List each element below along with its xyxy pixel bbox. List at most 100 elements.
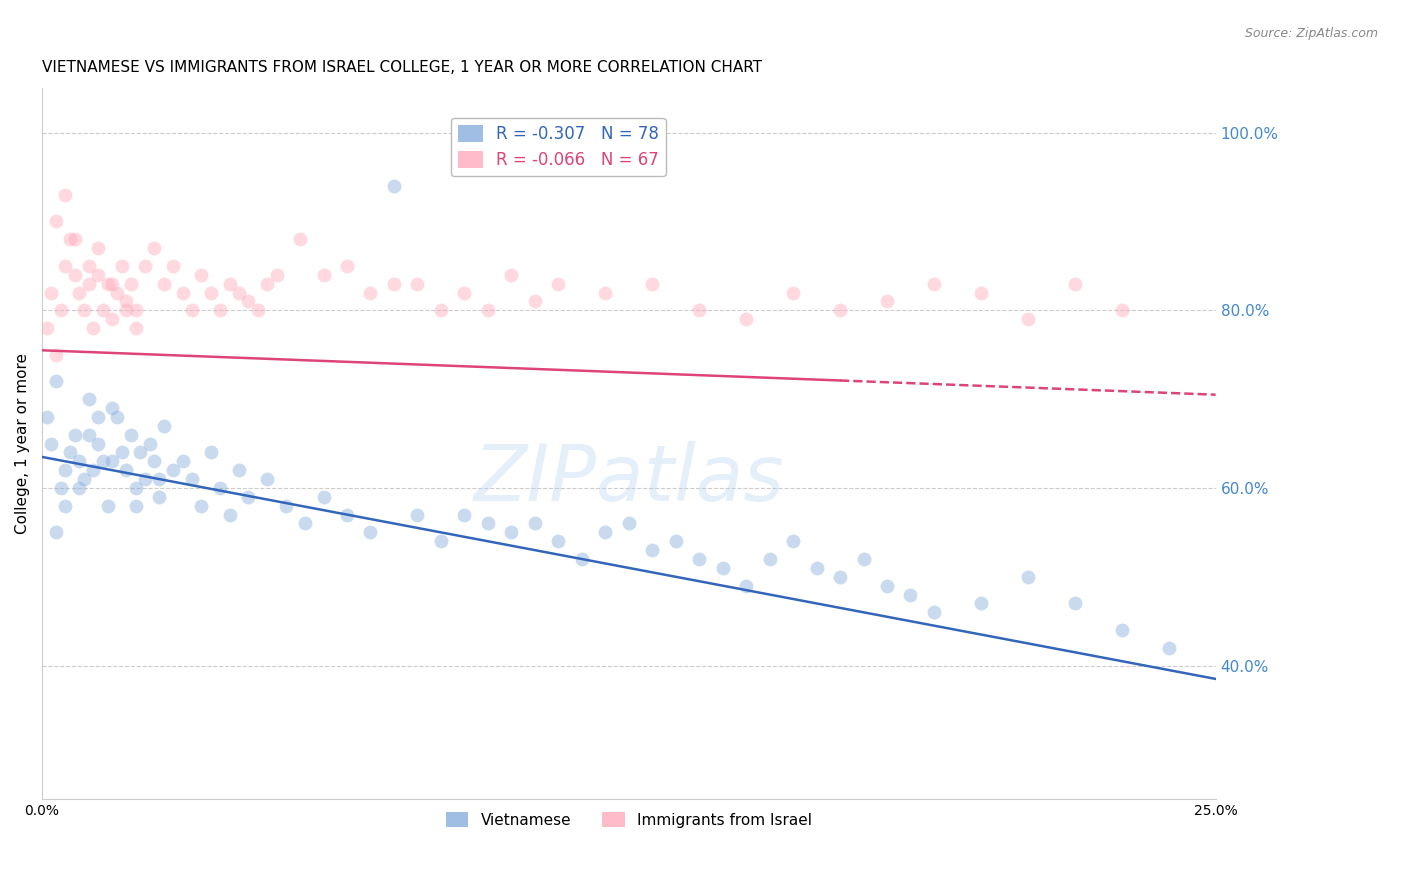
Point (125, 481, 148, 495)
Point (735, 579, 758, 593)
Point (477, 516, 499, 531)
Point (59, 445, 82, 459)
Point (1063, 277, 1085, 291)
Point (228, 285, 250, 300)
Point (453, 508, 475, 522)
Y-axis label: College, 1 year or more: College, 1 year or more (15, 353, 30, 534)
Point (125, 303, 148, 318)
Point (256, 277, 278, 291)
Point (101, 312, 124, 326)
Point (852, 552, 875, 566)
Point (53, 187, 76, 202)
Point (101, 277, 124, 291)
Point (1063, 596, 1085, 610)
Point (129, 445, 152, 459)
Point (111, 445, 134, 459)
Point (87, 409, 110, 424)
Point (571, 552, 593, 566)
Point (45, 375, 67, 389)
Point (288, 232, 311, 246)
Point (53, 499, 76, 513)
Point (711, 561, 734, 575)
Point (77, 277, 100, 291)
Point (148, 490, 170, 504)
Point (336, 259, 359, 273)
Point (523, 516, 546, 531)
Point (970, 285, 993, 300)
Point (134, 472, 156, 486)
Point (139, 436, 162, 450)
Point (782, 285, 804, 300)
Point (67, 454, 90, 468)
Point (617, 516, 640, 531)
Point (547, 534, 569, 549)
Point (266, 268, 288, 282)
Point (641, 543, 664, 558)
Point (688, 552, 710, 566)
Point (45, 348, 67, 362)
Point (406, 277, 429, 291)
Point (143, 454, 166, 468)
Point (523, 294, 546, 309)
Point (1017, 312, 1039, 326)
Point (53, 259, 76, 273)
Point (172, 454, 194, 468)
Point (876, 579, 898, 593)
Point (73, 303, 96, 318)
Point (96, 499, 118, 513)
Point (453, 285, 475, 300)
Point (73, 472, 96, 486)
Text: Source: ZipAtlas.com: Source: ZipAtlas.com (1244, 27, 1378, 40)
Point (238, 294, 260, 309)
Point (49, 481, 72, 495)
Point (101, 454, 124, 468)
Point (101, 401, 124, 415)
Point (91, 303, 114, 318)
Point (501, 525, 523, 540)
Point (125, 499, 148, 513)
Text: VIETNAMESE VS IMMIGRANTS FROM ISRAEL COLLEGE, 1 YEAR OR MORE CORRELATION CHART: VIETNAMESE VS IMMIGRANTS FROM ISRAEL COL… (42, 60, 762, 75)
Point (218, 508, 240, 522)
Point (501, 268, 523, 282)
Point (115, 463, 138, 477)
Point (181, 472, 204, 486)
Point (63, 427, 86, 442)
Point (153, 418, 176, 433)
Point (91, 454, 114, 468)
Point (382, 277, 405, 291)
Point (876, 294, 898, 309)
Point (922, 605, 945, 619)
Point (593, 525, 616, 540)
Point (77, 392, 100, 406)
Point (45, 214, 67, 228)
Point (406, 508, 429, 522)
Point (115, 303, 138, 318)
Point (1157, 640, 1180, 655)
Point (67, 285, 90, 300)
Point (430, 303, 453, 318)
Point (688, 303, 710, 318)
Point (82, 321, 104, 335)
Point (162, 259, 184, 273)
Point (77, 259, 100, 273)
Point (181, 303, 204, 318)
Point (53, 463, 76, 477)
Point (246, 303, 269, 318)
Point (35, 321, 58, 335)
Point (63, 268, 86, 282)
Point (828, 570, 851, 584)
Point (125, 321, 148, 335)
Point (190, 268, 212, 282)
Point (228, 463, 250, 477)
Point (115, 294, 138, 309)
Point (49, 303, 72, 318)
Point (1111, 623, 1133, 637)
Point (970, 596, 993, 610)
Point (828, 303, 851, 318)
Point (105, 409, 128, 424)
Point (153, 277, 176, 291)
Point (172, 285, 194, 300)
Point (806, 561, 828, 575)
Point (111, 259, 134, 273)
Point (922, 277, 945, 291)
